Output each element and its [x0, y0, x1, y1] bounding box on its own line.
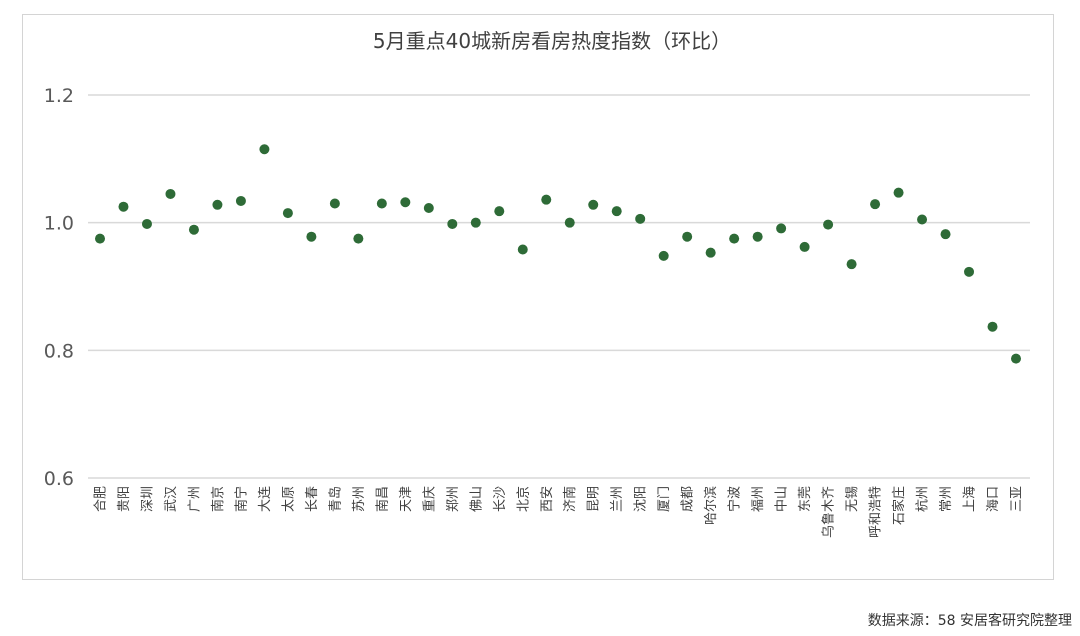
x-category-label: 福州: [751, 486, 766, 512]
grid-layer: [88, 94, 1030, 479]
x-category-label: 三亚: [1010, 486, 1025, 512]
data-point: [470, 217, 481, 228]
x-category-label: 西安: [540, 486, 555, 512]
data-point: [917, 214, 928, 225]
data-point: [95, 233, 105, 244]
x-category-label: 南宁: [233, 486, 249, 512]
x-category-label: 成都: [681, 486, 696, 512]
x-category-label: 重庆: [421, 486, 437, 512]
data-point: [517, 244, 528, 255]
x-category-label: 厦门: [657, 486, 672, 512]
data-point: [682, 231, 693, 242]
y-tick-label: 1.0: [44, 213, 74, 235]
data-point: [447, 218, 458, 229]
data-point: [235, 195, 246, 206]
x-category-label: 海口: [986, 486, 1001, 512]
y-tick-label: 0.8: [44, 340, 74, 362]
data-point: [564, 217, 575, 228]
data-point: [376, 198, 387, 209]
data-point: [705, 247, 716, 258]
x-category-label: 南京: [210, 486, 226, 512]
data-point: [212, 199, 223, 210]
x-category-label: 哈尔滨: [703, 486, 719, 525]
data-point: [1011, 353, 1021, 364]
data-point: [329, 198, 340, 209]
data-point: [846, 259, 857, 270]
data-point: [964, 266, 975, 277]
data-point: [259, 144, 270, 155]
x-category-label: 广州: [187, 486, 202, 512]
data-point: [118, 201, 129, 212]
data-point: [729, 233, 740, 244]
data-point: [776, 223, 787, 234]
x-category-label: 石家庄: [891, 486, 907, 525]
data-point: [611, 206, 622, 217]
data-point: [306, 231, 317, 242]
data-point: [635, 213, 646, 224]
x-category-label: 沈阳: [634, 486, 649, 512]
x-category-label: 乌鲁木齐: [821, 486, 837, 538]
x-category-label: 郑州: [446, 486, 461, 512]
data-points: [95, 144, 1021, 364]
x-category-label: 合肥: [94, 486, 109, 512]
data-point: [494, 206, 505, 217]
data-point: [188, 224, 199, 235]
chart-title: 5月重点40城新房看房热度指数（环比）: [373, 29, 731, 53]
source-note: 数据来源：58 安居客研究院整理: [867, 613, 1072, 629]
x-category-label: 大连: [257, 486, 273, 512]
x-category-label: 长春: [305, 486, 320, 512]
data-point: [541, 194, 552, 205]
x-category-label: 青岛: [327, 486, 343, 512]
data-point: [987, 321, 998, 332]
x-category-label: 北京: [516, 486, 531, 512]
x-category-label: 兰州: [610, 486, 625, 512]
data-point: [165, 188, 176, 199]
x-category-label: 呼和浩特: [869, 486, 884, 538]
x-category-label: 长沙: [493, 486, 508, 512]
y-axis-tick-labels: 0.6 0.8 1.0 1.2: [44, 85, 74, 490]
x-category-label: 上海: [963, 486, 978, 512]
data-point: [893, 187, 904, 198]
y-tick-label: 0.6: [44, 468, 74, 490]
data-point: [282, 208, 293, 219]
data-point: [752, 231, 763, 242]
y-tick-label: 1.2: [44, 85, 74, 107]
x-category-label: 杭州: [916, 486, 931, 512]
x-axis-category-labels: 合肥 贵阳 深圳 武汉 广州 南京 南宁 大连 太原 长春 青岛 苏州 南昌 天津 重庆 郑州 佛山 长沙 北京 西安…: [94, 486, 1025, 538]
data-point: [799, 241, 810, 252]
x-category-label: 天津: [399, 486, 414, 512]
x-category-label: 济南: [562, 486, 578, 512]
data-point: [141, 218, 152, 229]
x-category-label: 昆明: [587, 486, 602, 512]
x-category-label: 太原: [281, 486, 296, 512]
x-category-label: 无锡: [845, 486, 860, 512]
x-category-label: 苏州: [351, 486, 367, 512]
x-category-label: 武汉: [164, 486, 179, 512]
x-category-label: 贵阳: [117, 486, 132, 512]
x-category-label: 深圳: [140, 486, 155, 512]
data-point: [400, 197, 411, 208]
data-point: [870, 199, 881, 210]
x-category-label: 佛山: [469, 486, 484, 512]
x-category-label: 东莞: [798, 486, 813, 512]
x-category-label: 南昌: [374, 486, 390, 512]
data-point: [940, 229, 951, 240]
x-category-label: 宁波: [727, 486, 743, 512]
data-point: [823, 219, 834, 230]
x-category-label: 常州: [939, 486, 954, 512]
data-point: [353, 233, 364, 244]
data-point: [588, 199, 599, 210]
x-category-label: 中山: [775, 486, 790, 512]
data-point: [423, 202, 434, 213]
data-point: [658, 250, 669, 261]
chart-frame: [22, 14, 1054, 580]
